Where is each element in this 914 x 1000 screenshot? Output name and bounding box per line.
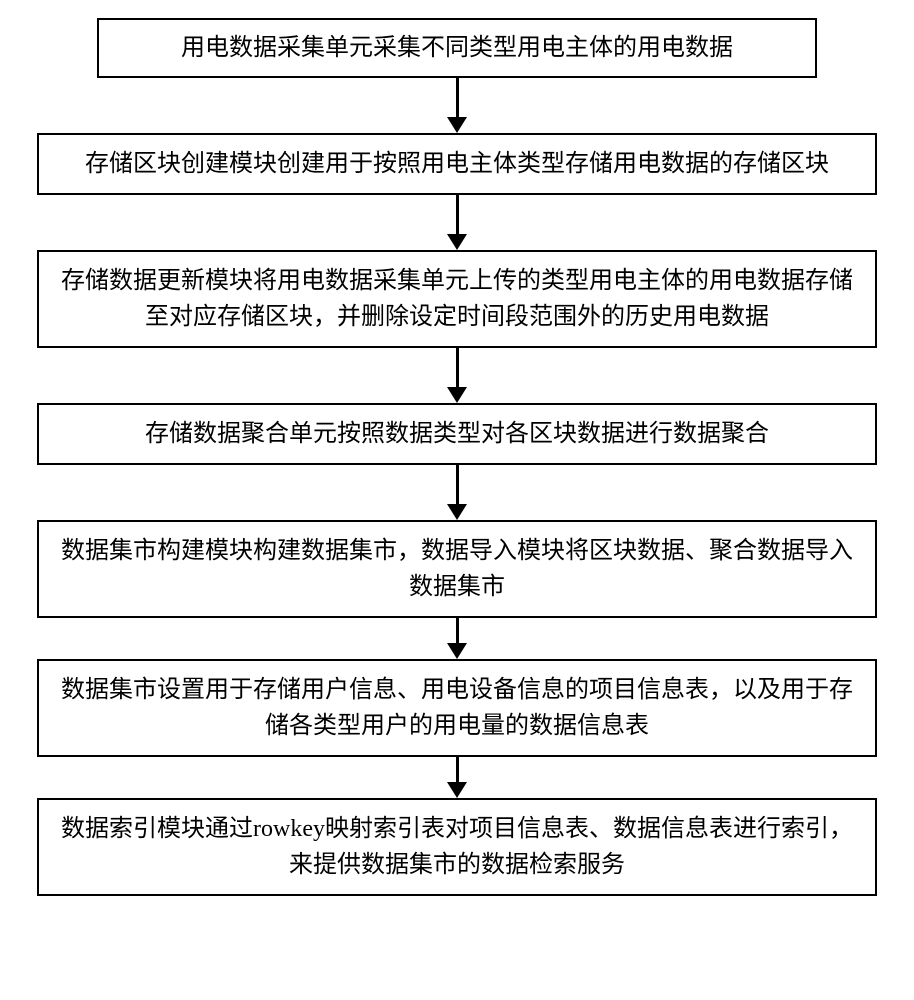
flow-node-3-text: 存储数据更新模块将用电数据采集单元上传的类型用电主体的用电数据存储至对应存储区块… <box>39 263 875 335</box>
flow-node-5-text: 数据集市构建模块构建数据集市，数据导入模块将区块数据、聚合数据导入数据集市 <box>39 533 875 605</box>
arrow-head-icon <box>447 234 467 250</box>
arrow-shaft <box>456 78 459 118</box>
flow-node-7: 数据索引模块通过rowkey映射索引表对项目信息表、数据信息表进行索引，来提供数… <box>37 798 877 896</box>
arrow-shaft <box>456 618 459 644</box>
flow-arrow-6 <box>447 757 467 798</box>
flow-node-4: 存储数据聚合单元按照数据类型对各区块数据进行数据聚合 <box>37 403 877 465</box>
arrow-head-icon <box>447 387 467 403</box>
arrow-head-icon <box>447 782 467 798</box>
flow-node-1-text: 用电数据采集单元采集不同类型用电主体的用电数据 <box>165 30 749 66</box>
arrow-shaft <box>456 348 459 388</box>
flow-arrow-4 <box>447 465 467 520</box>
flow-arrow-2 <box>447 195 467 250</box>
flow-node-3: 存储数据更新模块将用电数据采集单元上传的类型用电主体的用电数据存储至对应存储区块… <box>37 250 877 348</box>
flow-node-6-text: 数据集市设置用于存储用户信息、用电设备信息的项目信息表，以及用于存储各类型用户的… <box>39 672 875 744</box>
flow-arrow-5 <box>447 618 467 659</box>
flow-node-4-text: 存储数据聚合单元按照数据类型对各区块数据进行数据聚合 <box>129 416 785 452</box>
arrow-shaft <box>456 757 459 783</box>
flow-arrow-3 <box>447 348 467 403</box>
flow-node-2: 存储区块创建模块创建用于按照用电主体类型存储用电数据的存储区块 <box>37 133 877 195</box>
flow-node-5: 数据集市构建模块构建数据集市，数据导入模块将区块数据、聚合数据导入数据集市 <box>37 520 877 618</box>
arrow-head-icon <box>447 117 467 133</box>
arrow-shaft <box>456 195 459 235</box>
flow-arrow-1 <box>447 78 467 133</box>
flow-node-7-text: 数据索引模块通过rowkey映射索引表对项目信息表、数据信息表进行索引，来提供数… <box>39 811 875 883</box>
arrow-head-icon <box>447 504 467 520</box>
flow-node-6: 数据集市设置用于存储用户信息、用电设备信息的项目信息表，以及用于存储各类型用户的… <box>37 659 877 757</box>
arrow-head-icon <box>447 643 467 659</box>
flowchart-container: 用电数据采集单元采集不同类型用电主体的用电数据 存储区块创建模块创建用于按照用电… <box>0 0 914 896</box>
flow-node-1: 用电数据采集单元采集不同类型用电主体的用电数据 <box>97 18 817 78</box>
arrow-shaft <box>456 465 459 505</box>
flow-node-2-text: 存储区块创建模块创建用于按照用电主体类型存储用电数据的存储区块 <box>69 146 845 182</box>
